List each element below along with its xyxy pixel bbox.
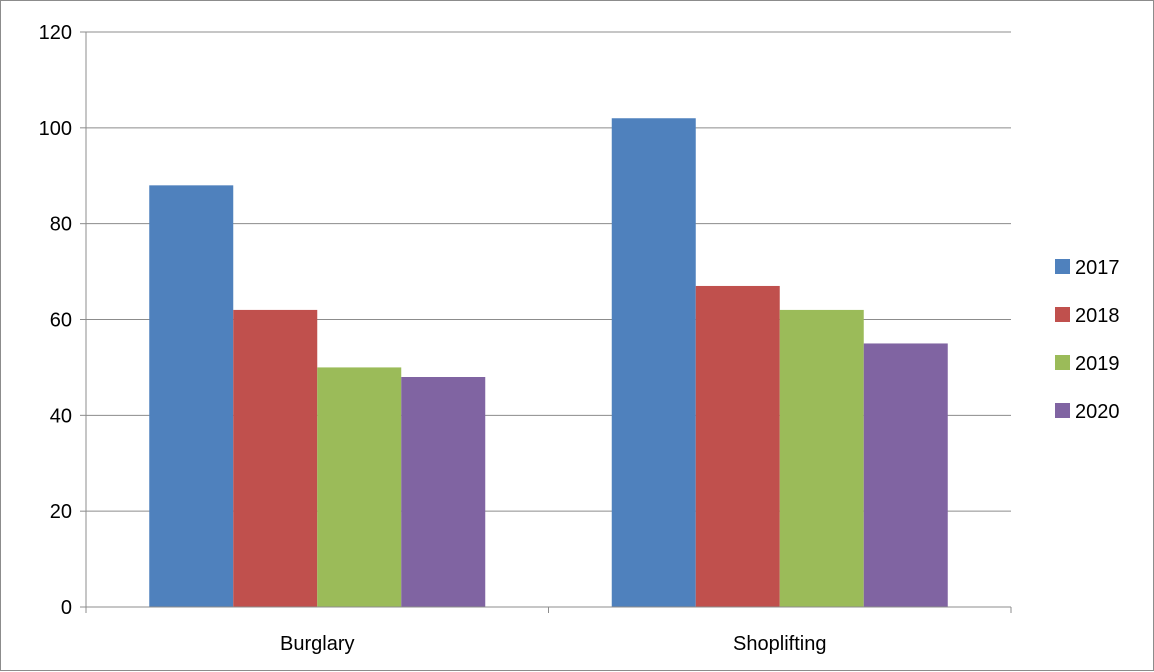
bar-burglary-2019 [317, 367, 402, 607]
bar-burglary-2020 [401, 377, 486, 607]
y-tick-label: 80 [50, 214, 72, 236]
bar-burglary-2017 [149, 185, 234, 608]
axes [80, 31, 1012, 613]
y-tick-labels: 0 20 40 60 80 100 120 [39, 22, 72, 619]
bar-burglary-2018 [233, 309, 318, 607]
legend: 2017 2018 2019 2020 [1055, 257, 1120, 423]
y-tick-label: 20 [50, 501, 72, 523]
legend-swatch-2020 [1055, 403, 1070, 418]
legend-swatch-2019 [1055, 355, 1070, 370]
legend-label-2017: 2017 [1075, 257, 1120, 279]
y-tick-label: 100 [39, 118, 72, 140]
legend-label-2020: 2020 [1075, 401, 1120, 423]
bars [149, 118, 948, 608]
y-tick-label: 0 [61, 597, 72, 619]
legend-label-2019: 2019 [1075, 353, 1120, 375]
y-tick-label: 40 [50, 405, 72, 427]
legend-swatch-2018 [1055, 307, 1070, 322]
bar-shoplifting-2020 [863, 343, 948, 607]
bar-shoplifting-2018 [695, 285, 780, 607]
x-category-labels: Burglary Shoplifting [280, 633, 826, 655]
bar-shoplifting-2017 [611, 118, 696, 607]
legend-swatch-2017 [1055, 259, 1070, 274]
x-category-label: Shoplifting [733, 633, 826, 655]
y-tick-label: 120 [39, 22, 72, 44]
bar-shoplifting-2019 [779, 309, 864, 607]
x-category-label: Burglary [280, 633, 354, 655]
legend-label-2018: 2018 [1075, 305, 1120, 327]
y-tick-label: 60 [50, 310, 72, 332]
